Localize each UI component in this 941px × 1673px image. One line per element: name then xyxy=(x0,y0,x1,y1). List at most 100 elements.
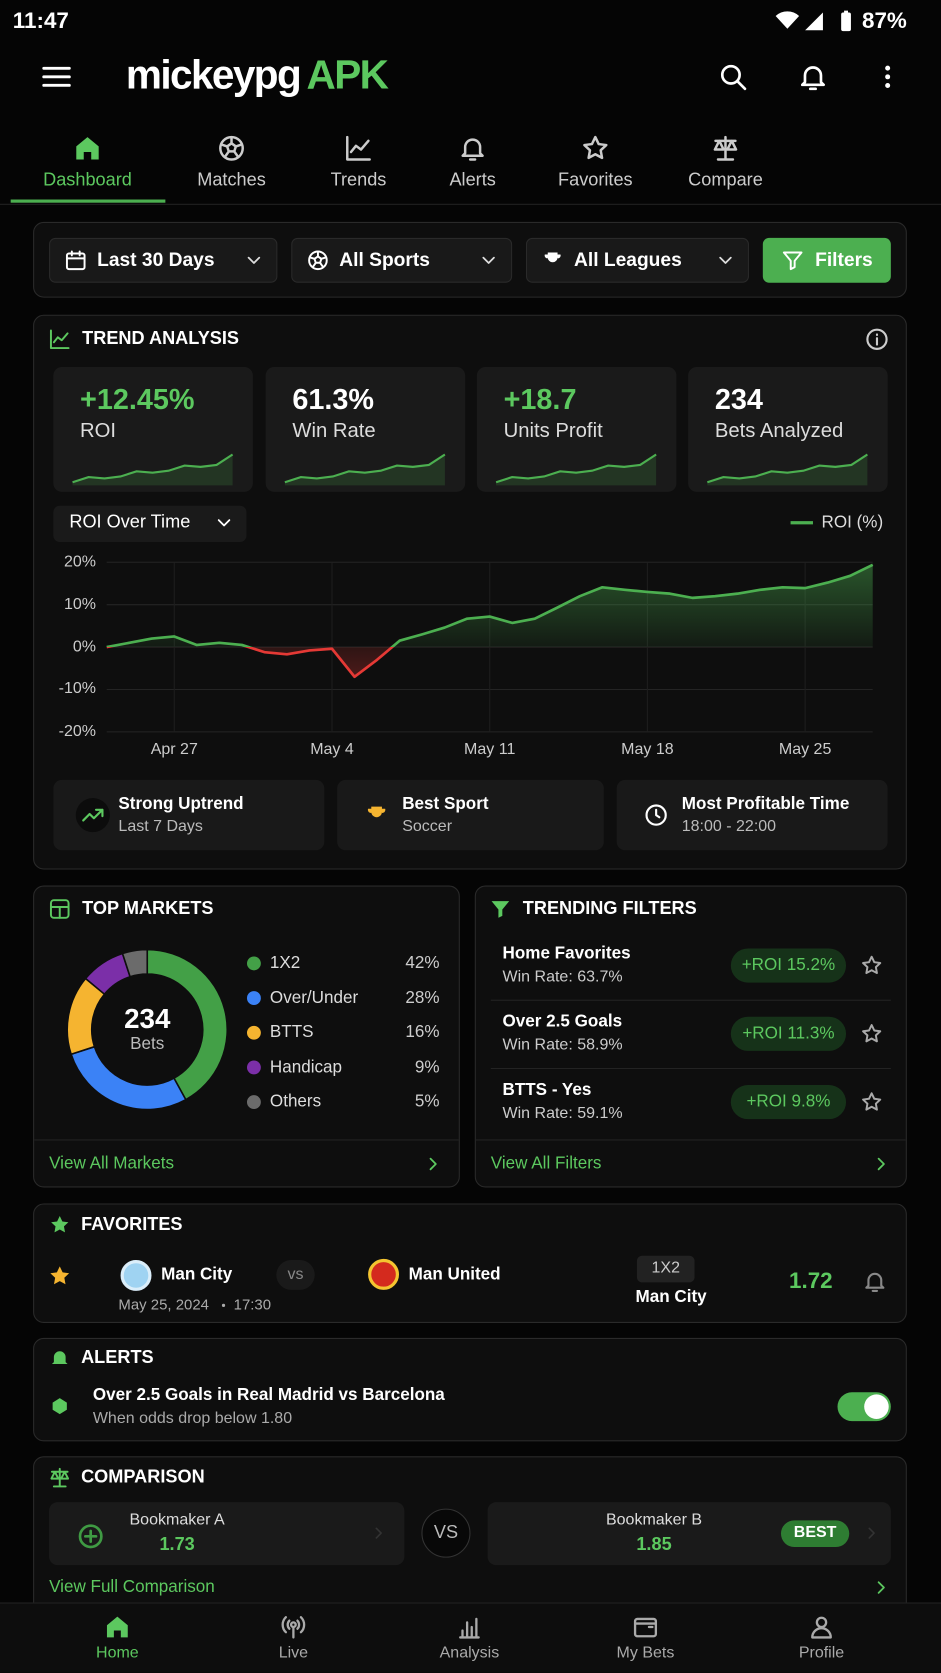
search-button[interactable] xyxy=(717,61,749,93)
tab-icon[interactable] xyxy=(217,133,247,163)
nav-icon[interactable] xyxy=(103,1613,131,1641)
nav-label[interactable]: Analysis xyxy=(439,1643,500,1662)
tabs-divider xyxy=(0,203,941,205)
tab-icon[interactable] xyxy=(344,133,374,163)
icon-shape xyxy=(877,1581,885,1594)
icon-shape xyxy=(885,65,891,71)
tab-label[interactable]: Alerts xyxy=(449,169,496,190)
favorite-star[interactable] xyxy=(860,1090,883,1113)
tab-label[interactable]: Matches xyxy=(197,169,266,190)
tab-label[interactable]: Dashboard xyxy=(43,169,132,190)
view-all-link[interactable]: View All Filters xyxy=(490,1154,602,1173)
dropdown-label[interactable]: Last 30 Days xyxy=(97,248,215,271)
icon-shape xyxy=(346,135,371,161)
tab-label[interactable]: Compare xyxy=(688,169,763,190)
chart-selector-label[interactable]: ROI Over Time xyxy=(69,511,191,533)
dropdown-chevron xyxy=(482,256,495,264)
x-tick-label: Apr 27 xyxy=(150,740,198,759)
filters-button-label[interactable]: Filters xyxy=(815,248,873,271)
icon-shape xyxy=(868,1527,875,1539)
donut-total: 234 xyxy=(124,1002,171,1035)
filters-button[interactable] xyxy=(762,237,891,283)
chart-selector[interactable] xyxy=(53,505,247,542)
wifi-icon xyxy=(775,11,800,29)
bookmaker-name: Bookmaker A xyxy=(129,1510,225,1529)
icon-shape xyxy=(78,1524,103,1549)
nav-icon[interactable] xyxy=(280,1613,308,1641)
brand: mickeypg APK xyxy=(125,53,389,100)
match-time: 17:30 xyxy=(233,1295,272,1313)
tab-icon[interactable] xyxy=(580,133,610,163)
favorite-star[interactable] xyxy=(860,1022,883,1045)
filter-roi: +ROI 11.3% xyxy=(742,1024,835,1043)
section-icon xyxy=(50,1467,70,1488)
info-button[interactable] xyxy=(864,326,890,352)
market-label: 1X2 xyxy=(651,1258,680,1277)
kpi-value: 61.3% xyxy=(292,383,375,416)
tab-label[interactable]: Trends xyxy=(330,169,387,190)
nav-icon[interactable] xyxy=(456,1613,484,1641)
section-title: COMPARISON xyxy=(81,1466,205,1487)
tab-icon[interactable] xyxy=(458,133,488,163)
view-all-link[interactable]: View Full Comparison xyxy=(49,1578,215,1597)
nav-label[interactable]: My Bets xyxy=(616,1643,675,1662)
team-badge xyxy=(368,1258,400,1290)
legend-label: ROI (%) xyxy=(821,513,884,532)
icon-shape xyxy=(800,66,825,87)
tab-icon[interactable] xyxy=(711,133,741,163)
dropdown-chevron xyxy=(719,256,732,264)
nav-icon[interactable] xyxy=(632,1613,660,1641)
toggle-knob xyxy=(864,1394,889,1419)
tab-label[interactable]: Favorites xyxy=(558,169,633,190)
filter-win-rate: Win Rate: 59.1% xyxy=(502,1103,623,1123)
nav-label[interactable]: Home xyxy=(96,1643,139,1662)
icon-shape xyxy=(50,1266,70,1285)
bookmaker-tile xyxy=(49,1502,405,1566)
row-divider xyxy=(490,1067,891,1070)
icon-shape xyxy=(633,1622,658,1629)
x-tick-label: May 4 xyxy=(310,740,354,759)
icon-shape xyxy=(76,137,99,160)
link-chevron xyxy=(877,1581,885,1594)
filter-dropdown[interactable] xyxy=(525,237,749,283)
filter-dropdown[interactable] xyxy=(291,237,513,283)
top-markets-card xyxy=(33,885,460,1188)
odds-value: 1.72 xyxy=(789,1269,833,1294)
icon-shape xyxy=(544,252,561,270)
icon-shape xyxy=(811,1627,832,1639)
insight-tile xyxy=(337,779,604,851)
menu-button[interactable] xyxy=(39,60,73,94)
icon-shape xyxy=(885,74,891,80)
dropdown-label[interactable]: All Sports xyxy=(339,248,430,271)
y-tick-label: -20% xyxy=(58,722,97,741)
notifications-button[interactable] xyxy=(797,61,829,93)
battery-icon xyxy=(841,10,851,32)
nav-label[interactable]: Profile xyxy=(798,1643,845,1662)
nav-label[interactable]: Live xyxy=(278,1643,309,1662)
section-icon xyxy=(49,329,70,350)
pick-label: Man City xyxy=(635,1287,707,1307)
icon-shape xyxy=(482,256,495,264)
more-button[interactable] xyxy=(873,62,903,92)
icon-shape xyxy=(50,1467,70,1488)
alert-condition: When odds drop below 1.80 xyxy=(92,1409,293,1428)
nav-icon[interactable] xyxy=(808,1613,836,1641)
filter-dropdown[interactable] xyxy=(49,237,278,283)
y-tick-label: 20% xyxy=(63,552,97,571)
alert-title: Over 2.5 Goals in Real Madrid vs Barcelo… xyxy=(92,1386,445,1405)
icon-shape xyxy=(220,136,243,158)
legend-label: 1X2 xyxy=(269,954,301,973)
tab-icon[interactable] xyxy=(73,133,103,163)
vs-label: vs xyxy=(287,1265,304,1284)
dropdown-label[interactable]: All Leagues xyxy=(573,248,682,271)
favorite-star[interactable] xyxy=(47,1263,73,1289)
view-all-link[interactable]: View All Markets xyxy=(49,1154,174,1173)
icon-shape xyxy=(461,138,484,158)
icon-shape xyxy=(862,1024,882,1043)
brand-name: mickeypg xyxy=(125,53,302,99)
link-chevron xyxy=(429,1157,437,1171)
favorite-star[interactable] xyxy=(860,954,883,977)
icon-shape xyxy=(736,80,747,91)
alert-bell[interactable] xyxy=(862,1269,888,1295)
team-name: Man City xyxy=(161,1265,233,1284)
